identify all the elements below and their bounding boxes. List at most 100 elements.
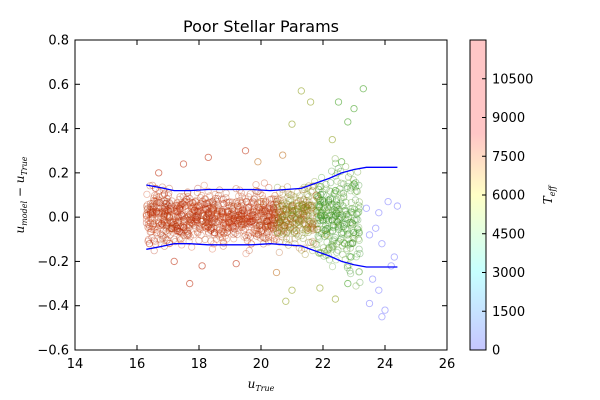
density-point xyxy=(344,179,353,187)
density-point xyxy=(253,206,261,214)
density-point xyxy=(305,217,313,225)
density-point xyxy=(221,208,229,216)
density-point xyxy=(325,212,333,220)
density-point xyxy=(190,217,198,225)
density-point xyxy=(222,189,230,197)
density-point xyxy=(160,215,168,223)
density-point xyxy=(252,187,260,195)
density-point xyxy=(317,196,325,204)
density-point xyxy=(176,203,184,211)
density-point xyxy=(327,244,335,252)
density-point xyxy=(173,199,181,207)
density-point xyxy=(238,199,246,207)
density-point xyxy=(261,205,269,213)
density-point xyxy=(228,217,236,226)
density-point xyxy=(345,229,353,237)
density-point xyxy=(163,219,171,227)
density-point xyxy=(213,207,221,215)
density-point xyxy=(153,207,161,216)
density-point xyxy=(304,212,312,220)
density-point xyxy=(159,217,168,226)
density-point xyxy=(170,212,178,220)
y-axis: −0.6 −0.4 −0.2 0.0 0.2 0.4 0.6 0.8 xyxy=(37,34,447,359)
density-point xyxy=(217,214,225,222)
density-point xyxy=(301,207,309,215)
density-point xyxy=(314,195,322,203)
scatter-point xyxy=(328,135,336,144)
density-point xyxy=(310,178,319,186)
density-point xyxy=(321,226,329,234)
scatter-point xyxy=(306,98,315,106)
density-point xyxy=(320,252,328,260)
density-point xyxy=(261,207,269,215)
density-point xyxy=(258,216,266,224)
density-point xyxy=(292,227,300,235)
density-point xyxy=(176,224,184,232)
density-point xyxy=(260,179,268,187)
density-point xyxy=(326,195,334,203)
density-point xyxy=(270,208,278,217)
density-point xyxy=(206,192,214,200)
scatter-point xyxy=(257,197,265,206)
density-point xyxy=(209,219,217,227)
density-point xyxy=(144,204,152,212)
density-point xyxy=(313,241,321,249)
density-point xyxy=(151,225,159,233)
density-point xyxy=(323,225,331,233)
density-point xyxy=(268,223,276,231)
density-point xyxy=(183,213,191,221)
density-point xyxy=(235,227,243,235)
density-point xyxy=(167,218,175,226)
density-point xyxy=(250,205,258,213)
density-point xyxy=(299,201,307,209)
density-point xyxy=(252,222,260,230)
density-point xyxy=(226,215,234,223)
density-point xyxy=(290,206,298,215)
density-point xyxy=(355,268,363,276)
scatter-point xyxy=(229,222,237,230)
density-point xyxy=(204,222,212,230)
density-point xyxy=(329,245,337,253)
density-point xyxy=(294,210,302,218)
density-point xyxy=(241,225,249,233)
density-point xyxy=(147,225,156,233)
density-point xyxy=(193,217,201,225)
density-point xyxy=(163,211,171,220)
density-point xyxy=(278,202,286,210)
density-point xyxy=(252,214,260,222)
density-point xyxy=(275,229,284,237)
density-point xyxy=(230,217,238,225)
y-tick-label: −0.6 xyxy=(37,344,69,359)
density-point xyxy=(332,239,341,248)
density-point xyxy=(187,216,195,224)
density-point xyxy=(335,201,343,210)
density-point xyxy=(196,199,205,207)
density-point xyxy=(298,232,306,240)
density-point xyxy=(143,190,151,198)
density-point xyxy=(262,209,270,217)
x-tick-label: 20 xyxy=(253,357,270,372)
density-point xyxy=(308,182,316,190)
density-point xyxy=(203,217,212,225)
density-point xyxy=(188,199,196,207)
density-point xyxy=(213,195,221,203)
density-point xyxy=(175,234,183,242)
density-point xyxy=(186,211,194,219)
density-point xyxy=(324,198,332,206)
density-point xyxy=(346,218,354,227)
density-point xyxy=(275,226,283,234)
density-point xyxy=(216,216,224,224)
density-point xyxy=(305,206,313,215)
density-point xyxy=(261,234,269,242)
density-point xyxy=(288,212,296,220)
density-point xyxy=(142,219,150,227)
density-point xyxy=(192,224,200,232)
density-point xyxy=(177,201,186,209)
colorbar-tick-label: 7500 xyxy=(492,150,525,165)
density-point xyxy=(184,227,192,235)
density-point xyxy=(315,202,323,210)
density-point xyxy=(218,208,226,216)
density-point xyxy=(317,212,325,220)
density-point xyxy=(205,228,213,236)
density-point xyxy=(269,203,277,211)
